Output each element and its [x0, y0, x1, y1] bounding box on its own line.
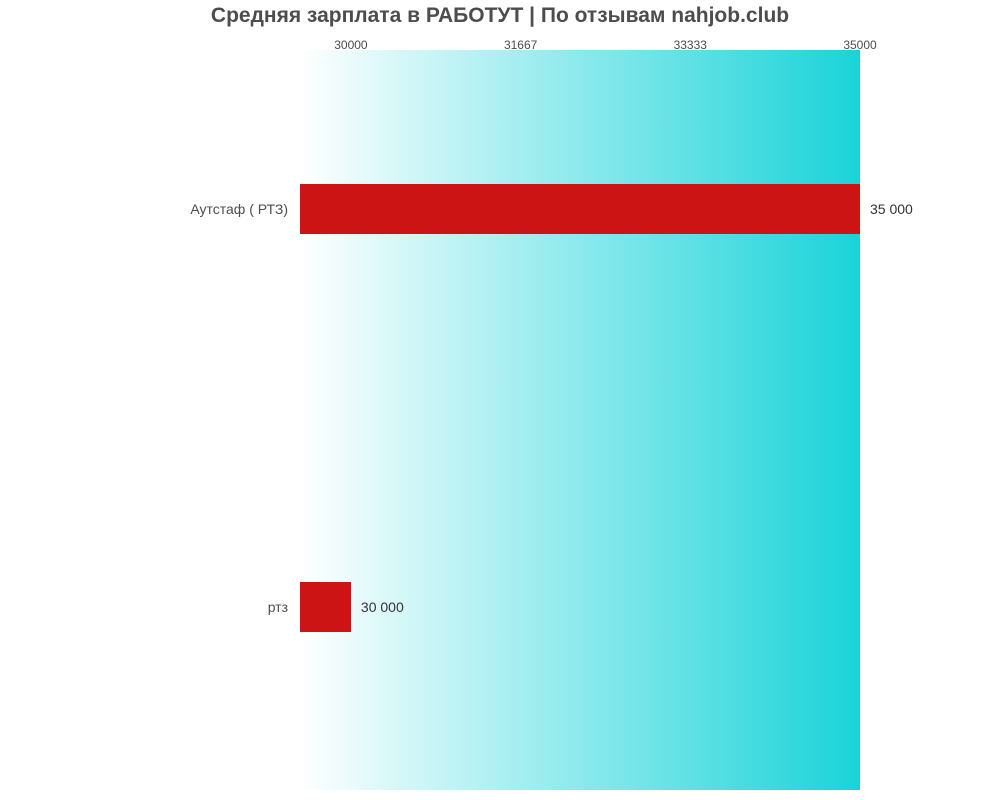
bar-value-label: 30 000	[361, 599, 404, 615]
plot-area: 30000316673333335000Аутстаф ( РТЗ)ртз35 …	[300, 50, 860, 790]
salary-chart: Средняя зарплата в РАБОТУТ | По отзывам …	[0, 0, 1000, 800]
chart-title: Средняя зарплата в РАБОТУТ | По отзывам …	[0, 4, 1000, 28]
y-axis-label: ртз	[268, 599, 288, 615]
plot-background	[300, 50, 860, 790]
bar-rtz	[300, 582, 351, 632]
bar-value-label: 35 000	[870, 201, 913, 217]
x-axis-tick: 35000	[843, 38, 876, 52]
x-axis-tick: 31667	[504, 38, 537, 52]
x-axis-tick: 33333	[674, 38, 707, 52]
y-axis-label: Аутстаф ( РТЗ)	[190, 201, 288, 217]
x-axis-tick: 30000	[334, 38, 367, 52]
bar-autstaf	[300, 184, 860, 234]
